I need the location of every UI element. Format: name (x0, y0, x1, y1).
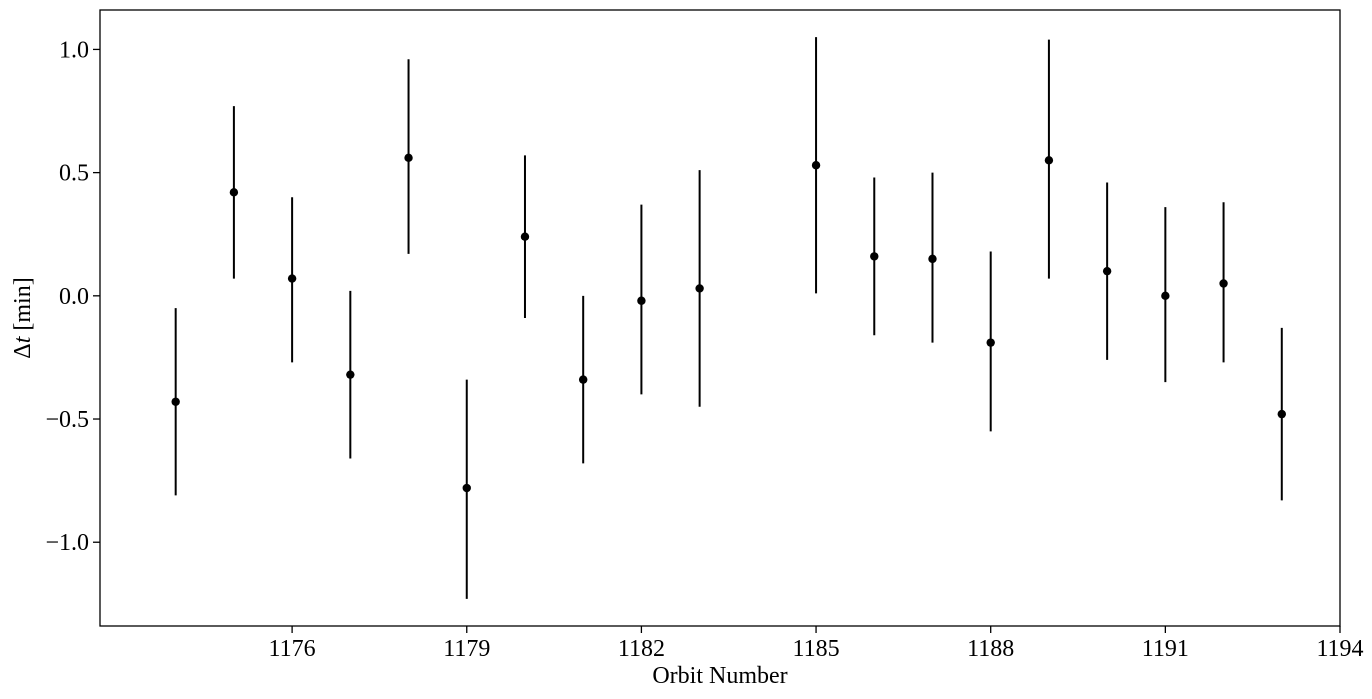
y-axis-label-variable: t (10, 335, 36, 343)
data-point (578, 375, 588, 384)
data-point (1102, 266, 1112, 276)
data-point (171, 397, 180, 406)
y-axis-ticks: 1.0 0.5 0.0 −0.5 −1.0 (45, 37, 100, 556)
data-point (287, 274, 297, 283)
plot-frame (99, 9, 1341, 627)
data-point (928, 254, 937, 264)
x-tick-label: 1188 (967, 636, 1014, 662)
data-point (404, 153, 413, 163)
y-tick-label: 0.0 (59, 284, 89, 310)
y-tick-label: 0.5 (59, 161, 89, 187)
data-point (520, 232, 530, 241)
y-axis-label-unit: [min] (10, 277, 36, 336)
y-axis-label: Δt [min] (10, 277, 36, 358)
data-point (1277, 409, 1286, 419)
data-point (229, 188, 239, 197)
x-tick-label: 1191 (1142, 636, 1189, 662)
x-tick-label: 1179 (443, 636, 490, 662)
x-axis-label: Orbit Number (652, 663, 787, 689)
x-tick-label: 1185 (793, 636, 840, 662)
data-point (870, 252, 879, 261)
y-tick-label: −0.5 (45, 407, 89, 433)
data-point (1219, 279, 1228, 288)
data-point (1044, 156, 1054, 165)
x-tick-label: 1194 (1316, 636, 1363, 662)
x-axis-ticks: 1176 1179 1182 1185 1188 1191 1194 (269, 626, 1364, 662)
data-point (462, 483, 471, 493)
data-point (1161, 291, 1170, 301)
data-point (811, 161, 821, 170)
data-marks (171, 37, 1286, 599)
x-tick-label: 1176 (269, 636, 316, 662)
x-tick-label: 1182 (618, 636, 665, 662)
data-point (346, 370, 355, 379)
data-point (986, 338, 995, 347)
y-axis-label-symbol: Δ (10, 343, 36, 358)
y-tick-label: 1.0 (59, 37, 89, 63)
data-point (637, 296, 646, 305)
y-tick-label: −1.0 (45, 530, 89, 556)
data-point (695, 284, 704, 293)
